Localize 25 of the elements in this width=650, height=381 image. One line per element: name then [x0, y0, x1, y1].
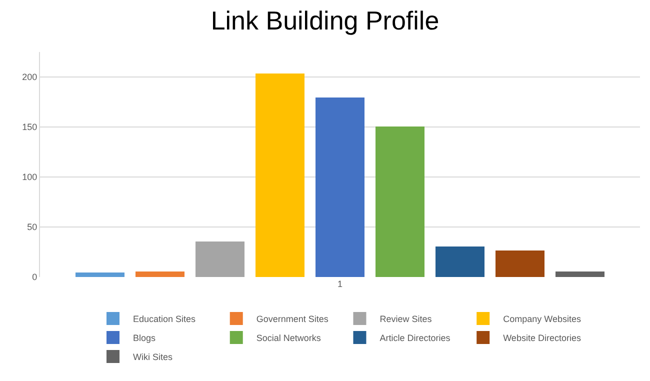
bar	[136, 272, 184, 277]
bar	[376, 126, 424, 277]
bar	[556, 272, 604, 277]
legend-label: Social Networks	[256, 333, 322, 344]
y-tick-label: 0	[32, 272, 38, 282]
legend-label: Article Directories	[380, 333, 451, 344]
legend-label: Company Websites	[503, 314, 582, 324]
legend-label: Education Sites	[133, 314, 196, 324]
legend-label: Review Sites	[380, 314, 432, 324]
bar	[436, 246, 484, 277]
y-tick-label: 50	[27, 222, 38, 232]
bar	[256, 74, 304, 277]
y-tick-label: 200	[22, 72, 38, 82]
bar	[316, 98, 364, 277]
legend-label: Website Directories	[503, 333, 582, 344]
y-tick-label: 100	[22, 172, 38, 182]
legend-label: Wiki Sites	[133, 352, 173, 362]
bar	[76, 272, 124, 277]
chart-title: Link Building Profile	[210, 6, 440, 36]
y-tick-label: 150	[22, 122, 38, 132]
legend-label: Government Sites	[256, 314, 329, 324]
x-tick-label: 1	[337, 279, 343, 289]
bar	[496, 250, 544, 277]
legend-label: Blogs	[133, 333, 156, 344]
bar	[196, 242, 244, 277]
